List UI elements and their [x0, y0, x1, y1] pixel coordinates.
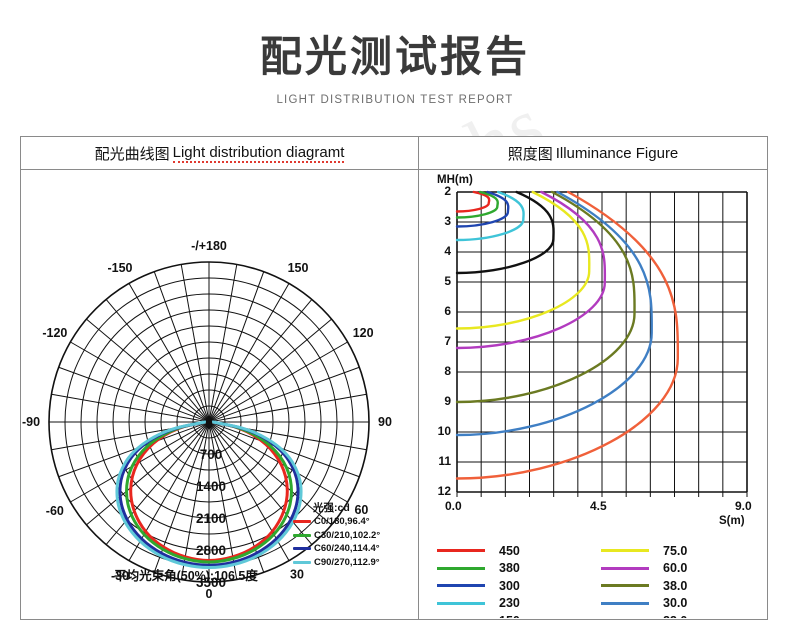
svg-text:700: 700	[200, 447, 223, 462]
polar-legend-item: C0/180,96.4°	[293, 515, 417, 529]
illuminance-legend-column-1: 450 380 300 230 150	[437, 542, 587, 618]
legend-color-swatch	[601, 601, 649, 605]
illuminance-title-en: Illuminance Figure	[555, 144, 679, 162]
panel-title-en: Light distribution diagramt	[172, 143, 345, 163]
page-title: 配光测试报告	[259, 33, 530, 80]
polar-legend-item: C30/210,102.2°	[293, 529, 417, 543]
polar-legend: 光强:cd C0/180,96.4° C30/210,102.2° C60/240,…	[293, 500, 417, 569]
y-axis-tick: 12	[437, 484, 451, 498]
legend-color-swatch	[601, 566, 649, 570]
light-distribution-panel: 配光曲线图 Light distribution diagramt -/+180…	[21, 137, 419, 619]
illuminance-legend-item: 23.0	[587, 612, 737, 618]
svg-text:3500: 3500	[196, 575, 226, 590]
legend-label: 30.0	[663, 596, 688, 611]
svg-text:-60: -60	[46, 504, 64, 518]
illuminance-legend-item: 230	[437, 595, 587, 613]
legend-color-swatch	[293, 560, 311, 564]
legend-color-swatch	[437, 601, 485, 605]
y-axis-label: MH(m)	[437, 174, 473, 186]
svg-text:-30: -30	[111, 569, 129, 583]
y-axis-tick: 11	[438, 454, 451, 468]
polar-chart: -/+180 -150 150 -120 120 -90 90 -60 60 -30 30 0 700 1…	[21, 170, 417, 618]
illuminance-header: 照度图 Illuminance Figure	[419, 137, 767, 170]
svg-text:-120: -120	[42, 326, 67, 340]
svg-text:0: 0	[206, 587, 213, 601]
legend-color-swatch	[293, 520, 311, 524]
x-axis-tick: 0.0	[445, 499, 462, 513]
legend-label: 75.0	[663, 543, 688, 558]
polar-legend-item: C90/270,112.9°	[293, 556, 417, 570]
illuminance-legend: 450 380 300 230 150 75.0 60.0 38.0 30.0 23.0	[437, 542, 757, 618]
illuminance-legend-item: 300	[437, 577, 587, 595]
legend-label: 150	[499, 614, 520, 618]
svg-text:-150: -150	[107, 261, 132, 275]
svg-text:2100: 2100	[196, 511, 226, 526]
illuminance-legend-item: 60.0	[587, 560, 737, 578]
legend-color-swatch	[293, 533, 311, 537]
legend-color-swatch	[437, 584, 485, 588]
panel-title-zh: 配光曲线图	[94, 145, 170, 163]
illuminance-legend-column-2: 75.0 60.0 38.0 30.0 23.0	[587, 542, 737, 618]
y-axis-tick: 2	[444, 184, 451, 198]
svg-text:30: 30	[290, 567, 304, 581]
illuminance-chart-svg	[455, 190, 748, 497]
legend-color-swatch	[437, 549, 485, 553]
legend-label: C60/240,114.4°	[314, 543, 380, 555]
beam-angle-note: 平均光束角(50%):106.5度	[114, 569, 258, 583]
legend-color-swatch	[437, 566, 485, 570]
legend-label: 380	[499, 561, 520, 576]
y-axis-tick: 9	[444, 394, 451, 408]
svg-text:150: 150	[288, 261, 309, 275]
illuminance-chart: MH(m) S(m) 2 3 4 5 6 7 8 9 10 11 12 0.0 4.5 9.0	[419, 170, 767, 618]
illuminance-plot-body: MH(m) S(m) 2 3 4 5 6 7 8 9 10 11 12 0.0 4.5 9.0 450 3…	[419, 170, 767, 618]
legend-label: 23.0	[663, 614, 687, 618]
x-axis-tick: 4.5	[590, 499, 607, 513]
legend-label: 230	[499, 596, 520, 611]
illuminance-legend-item: 380	[437, 560, 587, 578]
legend-label: 450	[499, 543, 520, 558]
illuminance-legend-item: 38.0	[587, 577, 737, 595]
svg-text:-/+180: -/+180	[191, 239, 227, 253]
illuminance-legend-item: 150	[437, 612, 587, 618]
illuminance-legend-item: 450	[437, 542, 587, 560]
svg-text:60: 60	[354, 503, 368, 517]
y-axis-tick: 4	[444, 244, 451, 258]
legend-label: C0/180,96.4°	[314, 516, 370, 528]
illuminance-legend-item: 75.0	[587, 542, 737, 560]
x-axis-label: S(m)	[719, 515, 745, 527]
y-axis-tick: 5	[444, 274, 451, 288]
svg-text:90: 90	[378, 415, 392, 429]
legend-label: 38.0	[663, 578, 688, 593]
illuminance-panel: 照度图 Illuminance Figure MH(m) S(m) 2 3 4 5 6 7…	[419, 137, 767, 619]
polar-legend-item: C60/240,114.4°	[293, 542, 417, 556]
report-table: 配光曲线图 Light distribution diagramt -/+180…	[20, 136, 768, 620]
svg-text:2800: 2800	[196, 543, 226, 558]
y-axis-tick: 8	[444, 364, 451, 378]
svg-text:1400: 1400	[196, 479, 226, 494]
svg-text:120: 120	[353, 326, 374, 340]
illuminance-title-zh: 照度图	[507, 145, 553, 163]
legend-label: C90/270,112.9°	[314, 556, 380, 568]
polar-legend-title: 光强:cd	[313, 502, 350, 514]
legend-color-swatch	[601, 549, 649, 553]
svg-text:-90: -90	[22, 415, 40, 429]
light-distribution-header: 配光曲线图 Light distribution diagramt	[21, 137, 418, 170]
illuminance-legend-item: 30.0	[587, 595, 737, 613]
page-subtitle: LIGHT DISTRIBUTION TEST REPORT	[276, 94, 514, 106]
y-axis-tick: 7	[444, 334, 451, 348]
x-axis-tick: 9.0	[735, 499, 752, 513]
legend-label: 60.0	[663, 561, 688, 576]
y-axis-tick: 10	[437, 424, 451, 438]
polar-chart-svg: -/+180 -150 150 -120 120 -90 90 -60 60 -30 30 0 700 1…	[22, 239, 392, 601]
legend-label: 300	[499, 578, 520, 593]
legend-color-swatch	[601, 584, 649, 588]
legend-color-swatch	[293, 547, 311, 551]
polar-plot-body: -/+180 -150 150 -120 120 -90 90 -60 60 -30 30 0 700 1…	[21, 170, 418, 618]
y-axis-tick: 6	[444, 304, 451, 318]
y-axis-tick: 3	[444, 214, 451, 228]
legend-label: C30/210,102.2°	[314, 529, 381, 541]
